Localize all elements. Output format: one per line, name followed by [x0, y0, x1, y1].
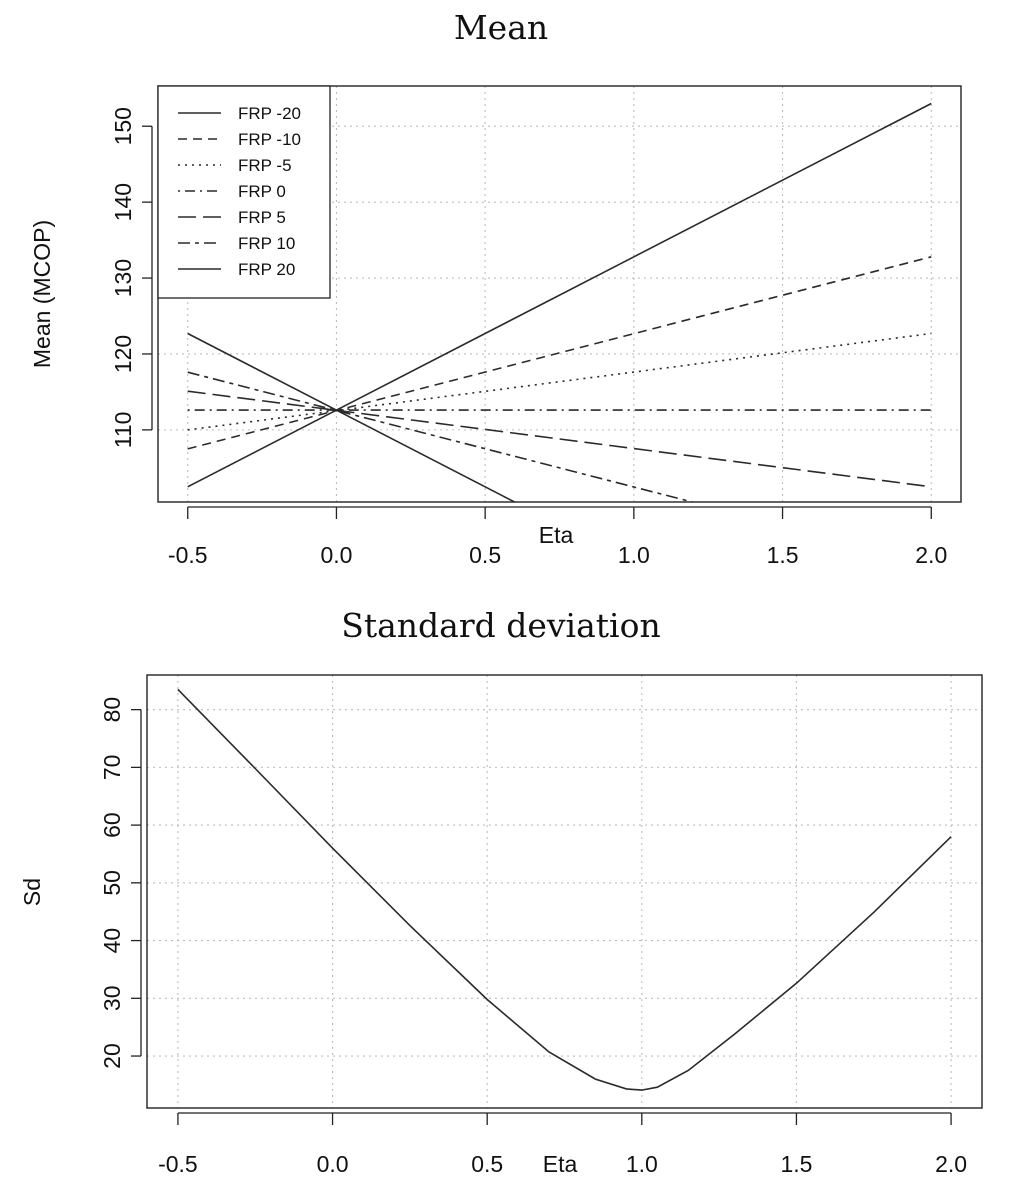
mean-axes: -0.5 0.0 0.5 1.0 1.5 2.0 110 120 130 140 150	[110, 107, 947, 568]
mean-series-group	[187, 102, 932, 502]
sd-series-group	[177, 688, 952, 1091]
mean-y-tick-label-1: 120	[110, 335, 136, 373]
sd-chart: Standard deviation -0.5 0.0 0.5 1.0 1.5 2.0 20…	[19, 606, 983, 1177]
mean-legend-label-frp-0: FRP 0	[238, 182, 286, 201]
sd-y-tick-label-2: 40	[99, 928, 125, 954]
sd-y-axis-label: Sd	[19, 878, 45, 906]
mean-chart: Mean -0.5 0.0 0.5 1.0 1.5 2.0110120130140150 …	[29, 8, 962, 568]
mean-legend: FRP -20 FRP -10 FRP -5 FRP 0 FRP 5 FRP 10 FRP …	[157, 85, 331, 299]
sd-x-tick-label-5: 2.0	[935, 1151, 967, 1177]
sd-plot-frame	[146, 674, 983, 1109]
sd-y-tick-label-6: 80	[99, 697, 125, 723]
sd-series-sd	[177, 688, 952, 1091]
mean-legend-label-frp-10: FRP -10	[238, 130, 301, 149]
sd-axes: -0.5 0.0 0.5 1.0 1.5 2.0 20 30 40 50 60 70 80	[99, 697, 967, 1177]
mean-legend-label-frp-10: FRP 10	[238, 234, 295, 253]
mean-legend-label-frp-5: FRP 5	[238, 208, 286, 227]
sd-gridlines	[147, 675, 982, 1108]
mean-x-axis-label: Eta	[539, 522, 574, 548]
sd-y-tick-label-5: 70	[99, 755, 125, 781]
mean-legend-box	[157, 85, 331, 299]
mean-legend-label-frp-20: FRP 20	[238, 260, 295, 279]
mean-legend-label-frp-20: FRP -20	[238, 104, 301, 123]
sd-y-tick-label-1: 30	[99, 986, 125, 1012]
mean-x-tick-label-5: 2.0	[915, 542, 947, 568]
mean-x-tick-label-0: -0.5	[168, 542, 208, 568]
mean-x-tick-label-3: 1.0	[618, 542, 650, 568]
mean-series-frp-5	[187, 390, 932, 488]
sd-y-tick-label-4: 60	[99, 812, 125, 838]
sd-x-tick-label-3: 1.0	[626, 1151, 658, 1177]
mean-x-tick-label-1: 0.0	[320, 542, 352, 568]
sd-y-tick-label-3: 50	[99, 870, 125, 896]
mean-y-axis-label: Mean (MCOP)	[29, 220, 55, 368]
sd-x-axis-label: Eta	[543, 1151, 578, 1177]
mean-x-tick-label-4: 1.5	[767, 542, 799, 568]
sd-x-tick-label-4: 1.5	[780, 1151, 812, 1177]
sd-x-tick-label-1: 0.0	[317, 1151, 349, 1177]
mean-legend-items: FRP -20 FRP -10 FRP -5 FRP 0 FRP 5 FRP 10 FRP …	[178, 104, 301, 279]
mean-y-tick-label-4: 150	[110, 107, 136, 145]
mean-chart-title: Mean	[454, 8, 548, 47]
mean-legend-label-frp-5: FRP -5	[238, 156, 292, 175]
mean-series-frp-10	[187, 256, 932, 450]
sd-x-tick-label-2: 0.5	[471, 1151, 503, 1177]
mean-y-tick-label-3: 140	[110, 183, 136, 221]
mean-x-tick-label-2: 0.5	[469, 542, 501, 568]
mean-series-frp-5	[187, 332, 932, 431]
sd-chart-title: Standard deviation	[341, 606, 660, 645]
mean-y-tick-label-0: 110	[110, 412, 136, 449]
mean-y-tick-label-2: 130	[110, 259, 136, 297]
mean-series-frp-20	[187, 102, 932, 488]
mean-series-frp-10	[187, 371, 696, 502]
mean-series-frp-20	[187, 332, 517, 502]
sd-x-tick-label-0: -0.5	[158, 1151, 198, 1177]
sd-y-tick-label-0: 20	[99, 1043, 125, 1069]
